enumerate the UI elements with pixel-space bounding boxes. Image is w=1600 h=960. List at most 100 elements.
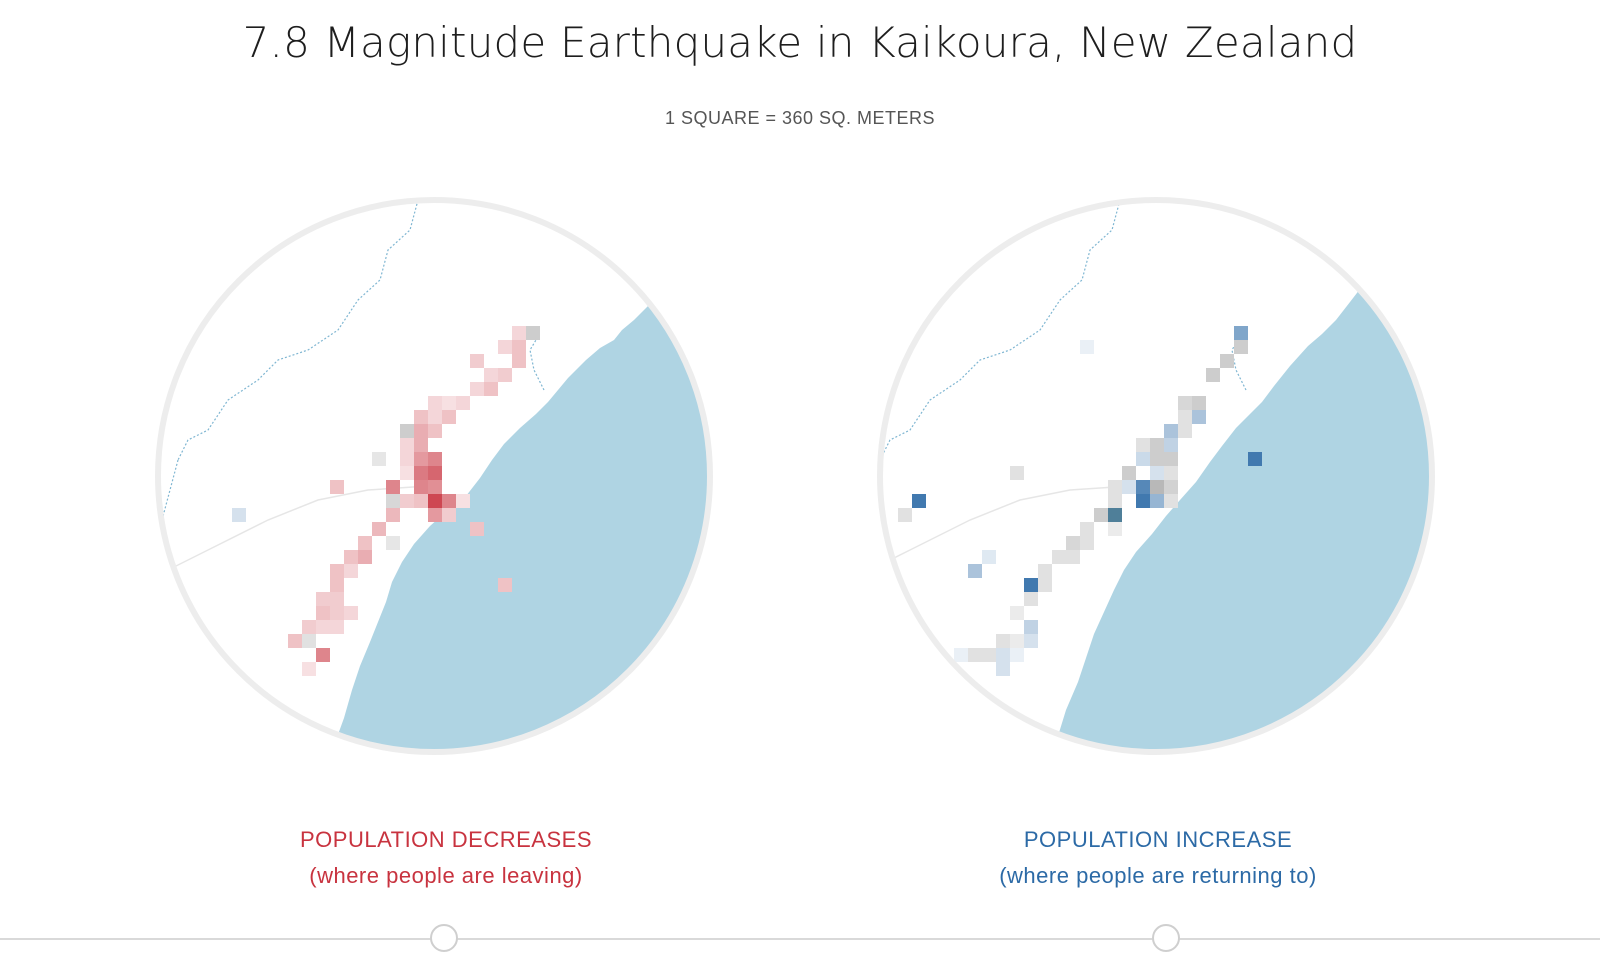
population-cell [400,438,414,452]
population-cell [316,606,330,620]
page-title: 7.8 Magnitude Earthquake in Kaikoura, Ne… [242,18,1358,67]
population-cell [232,508,246,522]
population-cell [498,368,512,382]
population-cell [1136,480,1150,494]
population-cell [1010,634,1024,648]
map-frame [877,197,1435,755]
population-cell [400,424,414,438]
population-cell [1178,424,1192,438]
population-cell [302,634,316,648]
population-cell [1080,522,1094,536]
population-cell [1052,550,1066,564]
population-cell [1234,326,1248,340]
population-cell [386,494,400,508]
population-cell [1206,368,1220,382]
population-cell [414,424,428,438]
slider-handle-left[interactable] [430,924,458,952]
population-cell [1164,452,1178,466]
population-cell [442,396,456,410]
population-cell [512,326,526,340]
caption-decrease-title: POPULATION DECREASES [300,827,592,852]
population-cell [1108,480,1122,494]
population-cell [1038,564,1052,578]
population-cell [428,480,442,494]
population-cell [484,368,498,382]
population-cell [526,326,540,340]
population-cell [1122,480,1136,494]
population-cell [968,648,982,662]
population-cell [498,578,512,592]
population-cell [996,648,1010,662]
population-cell [372,452,386,466]
population-cell [1066,550,1080,564]
population-cell [414,438,428,452]
population-cell [1164,438,1178,452]
population-cell [1108,508,1122,522]
population-cell [470,522,484,536]
population-cell [414,494,428,508]
population-cell [400,466,414,480]
population-cell [428,466,442,480]
region-outline [880,485,1131,571]
divider [0,938,1600,940]
population-cell [1164,466,1178,480]
population-cell [302,662,316,676]
population-cell [442,410,456,424]
map-population-decrease [155,197,713,755]
population-cell [1024,634,1038,648]
population-cell [442,494,456,508]
population-cell [414,466,428,480]
population-cell [428,424,442,438]
population-cell [358,550,372,564]
map-population-increase [877,197,1435,755]
population-cell [1150,452,1164,466]
population-cell [1094,508,1108,522]
population-cell [1080,536,1094,550]
population-cell [316,592,330,606]
caption-decrease: POPULATION DECREASES (where people are l… [146,822,746,894]
population-cell [442,508,456,522]
population-cell [330,620,344,634]
population-cell [1178,410,1192,424]
population-cell [512,340,526,354]
population-cell [1080,340,1094,354]
population-cell [1024,578,1038,592]
population-cell [470,354,484,368]
scale-note: 1 SQUARE = 360 SQ. METERS [664,108,936,128]
population-cell [1164,424,1178,438]
population-cell [414,410,428,424]
population-cell [484,382,498,396]
population-cell [358,536,372,550]
population-cell [1122,466,1136,480]
population-cell [344,550,358,564]
population-cell [1066,536,1080,550]
population-cell [1150,494,1164,508]
population-cell [996,634,1010,648]
population-cell [330,606,344,620]
river [880,200,1121,461]
population-cell [912,494,926,508]
population-cell [1164,494,1178,508]
population-cell [288,634,302,648]
population-cell [1220,354,1234,368]
population-cell [428,452,442,466]
population-cell [400,452,414,466]
population-cell [456,396,470,410]
population-cell [372,522,386,536]
population-cell [1024,592,1038,606]
region-outline [167,485,429,571]
population-cell [1136,494,1150,508]
population-cell [1108,494,1122,508]
ocean [328,200,710,752]
ocean [1050,200,1432,752]
population-cell [982,550,996,564]
slider-handle-right[interactable] [1152,924,1180,952]
population-cell [1038,578,1052,592]
population-cell [344,564,358,578]
population-cell [1136,438,1150,452]
population-cell [330,564,344,578]
population-cell [1010,466,1024,480]
population-cell [386,480,400,494]
caption-increase: POPULATION INCREASE (where people are re… [858,822,1458,894]
